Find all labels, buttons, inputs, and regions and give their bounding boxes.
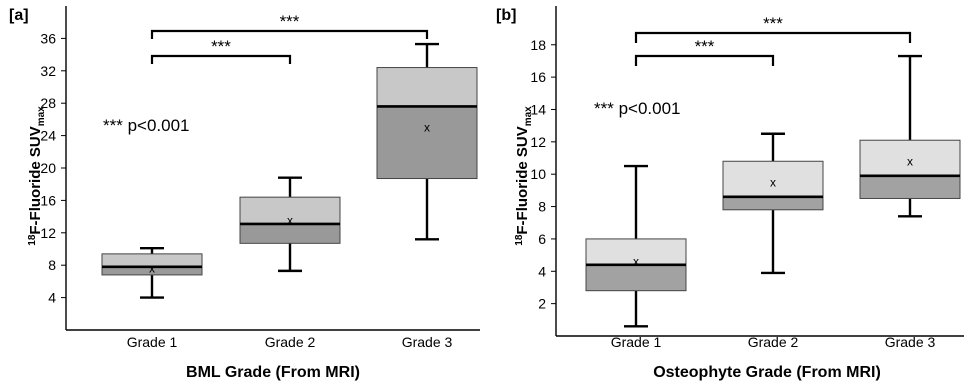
mean-marker: x xyxy=(149,261,155,275)
panel-b-y-axis-title-main: F-Fluoride SUV xyxy=(514,126,531,234)
panel-a-y-tick-label: 28 xyxy=(40,95,56,111)
mean-marker: x xyxy=(424,121,430,135)
panel-b-y-tick-label: 18 xyxy=(530,37,546,53)
panel-b-bracket-1-label: *** xyxy=(695,37,715,56)
panel-a-x-tick-label: Grade 1 xyxy=(127,334,178,350)
panel-b-x-tick-label: Grade 1 xyxy=(611,334,662,350)
panel-b-x-axis-title: Osteophyte Grade (From MRI) xyxy=(653,364,881,381)
panel-b-y-axis-title-sub: max xyxy=(523,106,534,126)
panel-b-y-tick-label: 6 xyxy=(538,231,546,247)
panel-a-box-2: x xyxy=(239,176,341,273)
panel-a-y-tick-label: 12 xyxy=(40,225,56,241)
panel-a-x-tick-label: Grade 3 xyxy=(402,334,453,350)
panel-a-y-axis-title: 18F-Fluoride SUVmax xyxy=(27,106,47,246)
panel-b-bracket-1 xyxy=(634,54,775,66)
panel-b-y-tick-label: 16 xyxy=(530,69,546,85)
box-upper-quartile xyxy=(859,139,961,177)
panel-a-y-axis-title-sub: max xyxy=(36,106,47,126)
panel-a-significance-brackets: *** *** xyxy=(150,12,429,64)
panel-b-y-tick-label: 12 xyxy=(530,134,546,150)
panel-a-y-tick-labels: 4 8 12 16 20 24 28 32 36 xyxy=(40,30,66,306)
box-upper-quartile xyxy=(239,196,341,225)
panel-b-y-tick-label: 8 xyxy=(538,199,546,215)
box-lower-quartile xyxy=(376,105,478,180)
panel-a-y-tick-label: 4 xyxy=(48,290,56,306)
panel-a-y-axis-title-main: F-Fluoride SUV xyxy=(27,126,44,234)
panel-b-significance-brackets: *** *** xyxy=(634,14,912,66)
box-upper-quartile xyxy=(585,238,687,266)
panel-a-box-3: x xyxy=(376,42,478,241)
panel-a-y-tick-label: 8 xyxy=(48,257,56,273)
panel-a-label: [a] xyxy=(9,7,29,24)
panel-a-bracket-2 xyxy=(150,29,429,39)
panel-b-y-tick-label: 10 xyxy=(530,166,546,182)
panel-b-y-tick-label: 14 xyxy=(530,101,546,117)
panel-b-y-tick-label: 4 xyxy=(538,263,546,279)
mean-marker: x xyxy=(287,214,293,228)
box-lower-quartile xyxy=(722,196,824,211)
mean-marker: x xyxy=(633,255,639,269)
panel-a-bracket-2-label: *** xyxy=(280,12,300,31)
panel-a-x-tick-label: Grade 2 xyxy=(265,334,316,350)
panel-a-x-axis-title: BML Grade (From MRI) xyxy=(186,364,360,381)
panel-a-y-tick-label: 24 xyxy=(40,128,56,144)
panel-b-p-value: *** p<0.001 xyxy=(594,99,681,118)
panel-b-x-tick-label: Grade 3 xyxy=(885,334,936,350)
panel-a-y-tick-label: 32 xyxy=(40,63,56,79)
panel-a-bracket-1-label: *** xyxy=(211,37,231,56)
panel-b-y-axis-title-sup: 18 xyxy=(514,234,525,246)
panel-b-y-tick-labels: 2 4 6 8 10 12 14 16 18 xyxy=(530,37,556,312)
panel-a-x-tick-labels: Grade 1 Grade 2 Grade 3 xyxy=(127,334,453,350)
panel-b-box-2: x xyxy=(722,132,824,275)
mean-marker: x xyxy=(770,175,776,189)
panel-b-boxes: x x x xyxy=(585,54,961,328)
box-lower-quartile xyxy=(859,175,961,199)
panel-b-y-tick-label: 2 xyxy=(538,296,546,312)
box-lower-quartile xyxy=(585,264,687,292)
panel-a-y-tick-label: 20 xyxy=(40,160,56,176)
panel-a-bml-chart: [a] 18F-Fluoride SUVmax 4 8 12 16 20 24 28 32 36… xyxy=(9,6,480,381)
panel-a-p-value: *** p<0.001 xyxy=(103,116,190,135)
panel-a-y-tick-label: 16 xyxy=(40,192,56,208)
box-upper-quartile xyxy=(722,160,824,198)
box-upper-quartile xyxy=(376,67,478,107)
panel-b-label: [b] xyxy=(496,7,516,24)
panel-b-box-3: x xyxy=(859,54,961,218)
panel-b-bracket-2 xyxy=(634,31,912,43)
mean-marker: x xyxy=(907,154,913,168)
panel-b-box-1: x xyxy=(585,164,687,328)
panel-b-x-tick-label: Grade 2 xyxy=(748,334,799,350)
panel-a-y-axis-title-sup: 18 xyxy=(27,234,38,246)
panel-a-box-1: x xyxy=(101,246,203,299)
panel-a-boxes: x x x xyxy=(101,42,478,299)
panel-b-bracket-2-label: *** xyxy=(763,14,783,33)
panel-b-x-tick-labels: Grade 1 Grade 2 Grade 3 xyxy=(611,334,936,350)
panel-a-bracket-1 xyxy=(150,54,292,64)
panel-a-y-tick-label: 36 xyxy=(40,30,56,46)
panel-b-y-axis-title: 18F-Fluoride SUVmax xyxy=(514,106,534,246)
